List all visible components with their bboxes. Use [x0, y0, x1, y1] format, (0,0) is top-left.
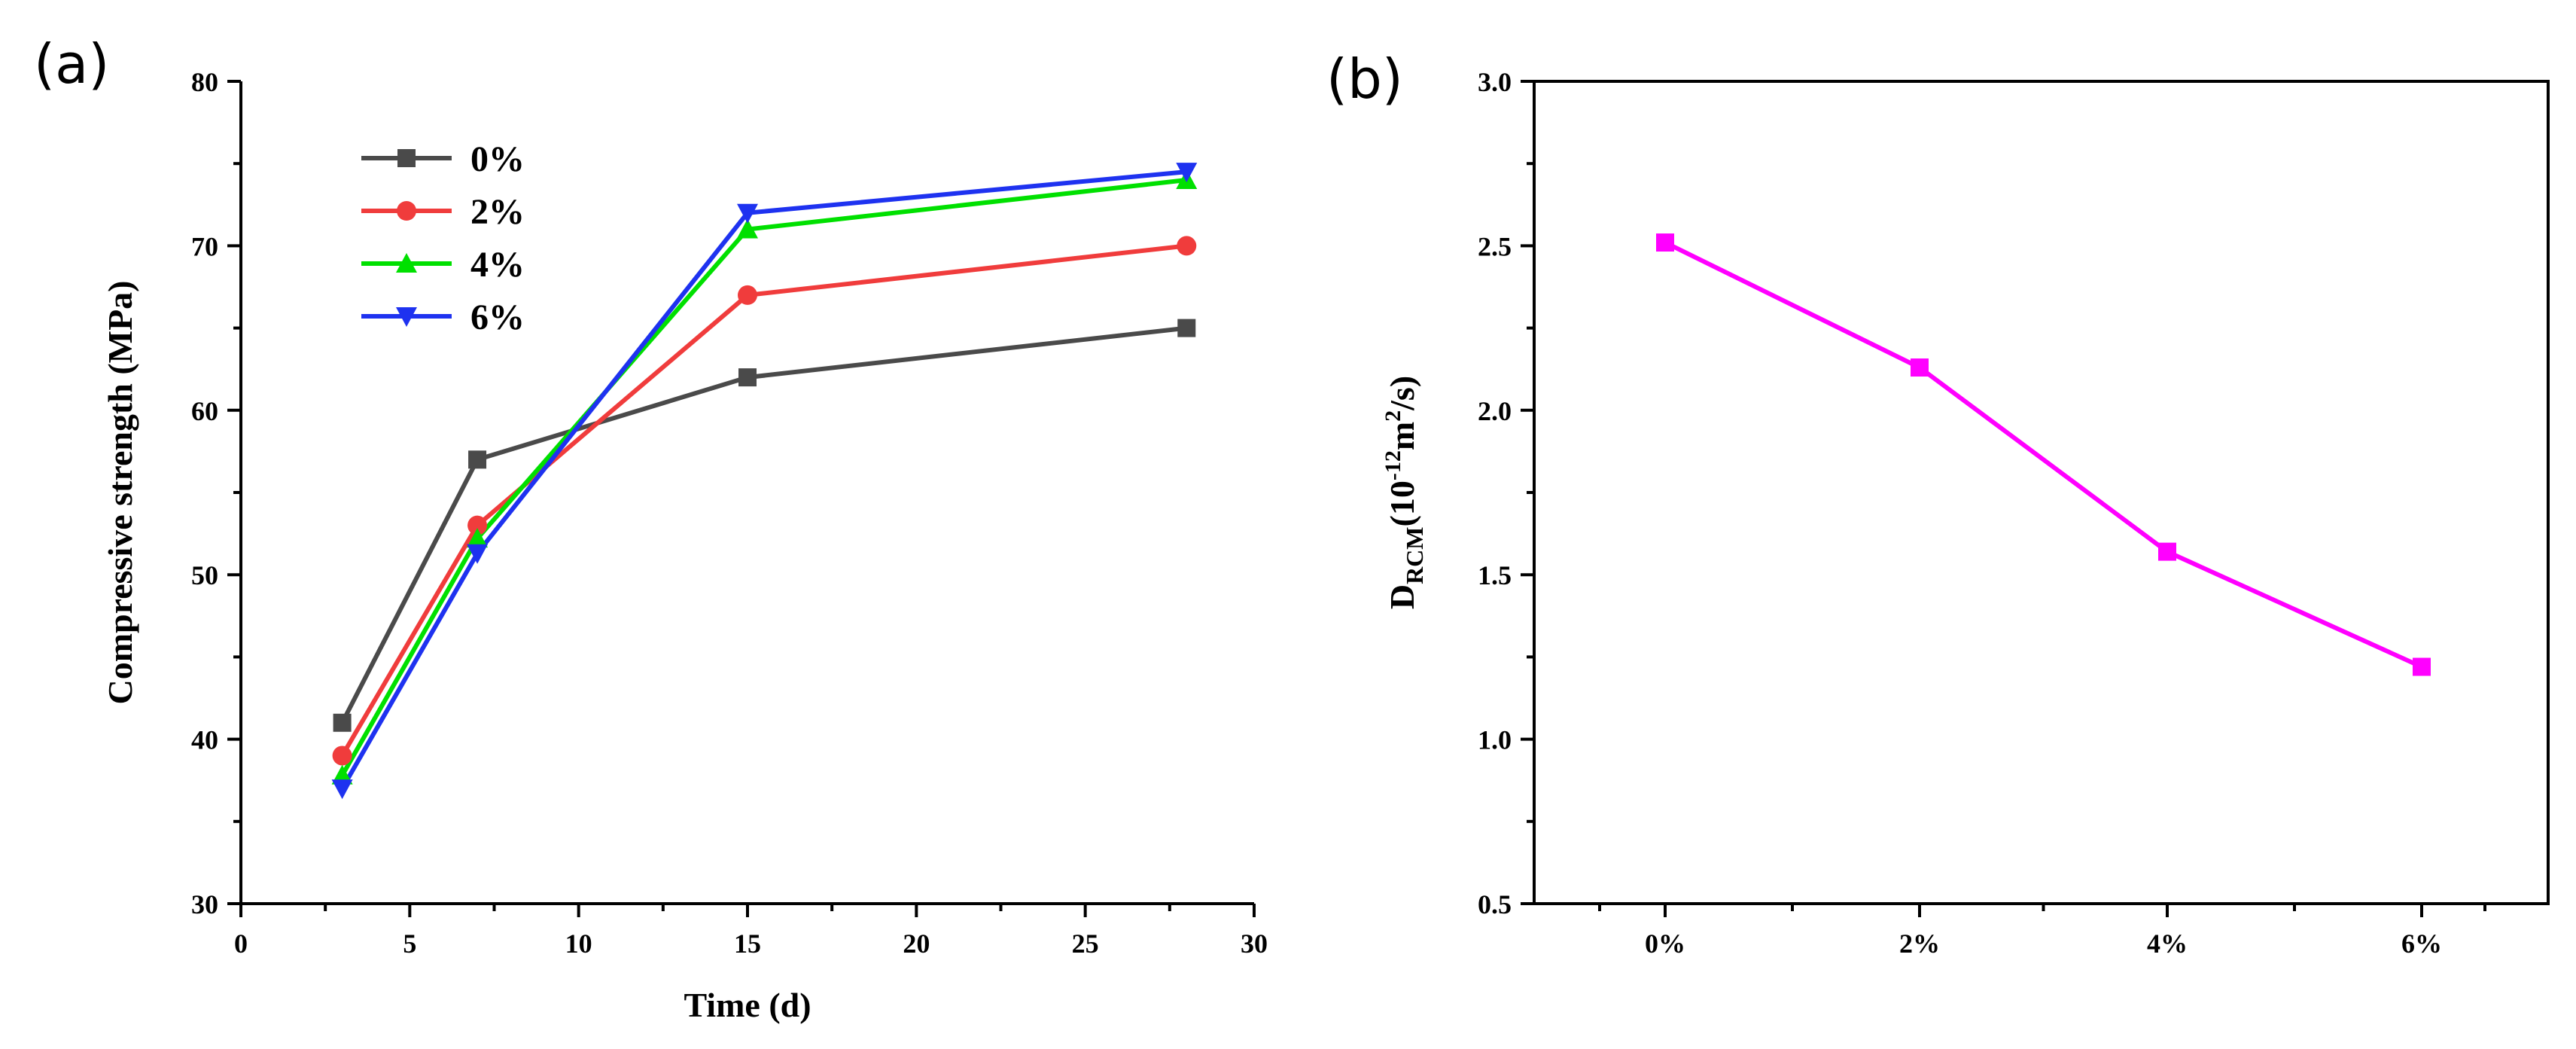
chart-a-data-point	[1177, 319, 1196, 337]
chart-a-y-tick-label: 50	[191, 560, 218, 590]
chart-b-x-tick-label: 0%	[1645, 929, 1685, 959]
chart-a-x-tick-label: 10	[565, 929, 592, 959]
chart-a-y-tick-label: 80	[191, 67, 218, 97]
chart-b-x-tick-label: 2%	[1899, 929, 1940, 959]
chart-b-data-point	[2158, 542, 2176, 561]
chart-b-ticks: 0.5 1.0 1.5 2.0 2.5 3.0 0% 2% 4% 6%	[1478, 67, 2486, 959]
panel-b-label: (b)	[1326, 47, 1403, 111]
ylabel-sub: RCM	[1401, 527, 1428, 584]
chart-a-x-tick-label: 25	[1072, 929, 1099, 959]
ylabel-open: (10	[1383, 480, 1421, 526]
ylabel-d: D	[1383, 584, 1421, 609]
chart-a-data-point	[332, 746, 352, 766]
chart-a-x-tick-label: 5	[403, 929, 416, 959]
chart-a-data-point	[737, 203, 758, 224]
chart-a-data-point	[467, 528, 489, 548]
chart-b-y-tick-label: 2.5	[1478, 231, 1512, 261]
chart-b: 0.5 1.0 1.5 2.0 2.5 3.0 0% 2% 4% 6% DRCM(10-12m2/…	[1381, 67, 2550, 959]
chart-a-series-line	[340, 243, 1187, 757]
chart-a-x-tick-label: 20	[903, 929, 930, 959]
legend-marker	[396, 253, 417, 273]
chart-b-axes	[1533, 80, 2550, 905]
chart-a-x-tick-label: 30	[1241, 929, 1268, 959]
chart-a-y-axis-title: Compressive strength (MPa)	[101, 281, 139, 705]
chart-a-series-line	[340, 169, 1187, 790]
chart-a-data-point	[738, 285, 757, 305]
chart-a: 0 5 10 15 20 25 30 30 40 50 60 70 80 0% 2% 4% 6% Time (…	[101, 67, 1268, 1024]
ylabel-exp: -12	[1381, 450, 1405, 480]
ylabel-close: /s)	[1383, 376, 1421, 411]
chart-a-data-point	[1176, 163, 1198, 183]
chart-b-series-line	[1664, 240, 2423, 669]
legend-marker	[396, 307, 417, 327]
chart-a-x-axis-title: Time (d)	[684, 986, 811, 1024]
chart-a-legend: 0% 2% 4% 6%	[361, 139, 525, 337]
chart-b-data-point	[1911, 358, 1929, 377]
chart-b-y-tick-label: 1.0	[1478, 725, 1512, 755]
chart-a-y-tick-label: 60	[191, 396, 218, 426]
chart-b-data-point	[2413, 657, 2431, 676]
chart-a-y-tick-label: 30	[191, 889, 218, 919]
chart-a-data-point	[1177, 236, 1197, 256]
chart-a-y-tick-label: 70	[191, 231, 218, 261]
legend-label: 4%	[470, 245, 525, 285]
legend-label: 0%	[470, 139, 525, 179]
chart-a-y-tick-label: 40	[191, 725, 218, 755]
chart-a-ticks: 0 5 10 15 20 25 30 30 40 50 60 70 80	[191, 67, 1268, 959]
chart-a-data-point	[467, 515, 488, 535]
chart-b-series	[1656, 233, 2431, 676]
chart-a-data-point	[738, 368, 757, 387]
chart-a-x-tick-label: 0	[234, 929, 248, 959]
chart-b-x-tick-label: 6%	[2401, 929, 2442, 959]
chart-a-data-point	[333, 713, 352, 732]
chart-b-y-tick-label: 2.0	[1478, 396, 1512, 426]
legend-marker	[397, 149, 416, 167]
chart-b-x-tick-label: 4%	[2147, 929, 2188, 959]
chart-a-data-point	[468, 450, 487, 469]
chart-a-data-point	[737, 218, 758, 239]
chart-b-y-tick-label: 3.0	[1478, 67, 1512, 97]
chart-a-data-point	[331, 779, 353, 800]
panel-a-label: (a)	[34, 32, 109, 96]
chart-b-y-tick-label: 0.5	[1478, 889, 1512, 919]
chart-a-data-point	[467, 544, 489, 564]
chart-a-x-tick-label: 15	[734, 929, 761, 959]
chart-b-data-point	[1656, 233, 1674, 252]
chart-a-series-line	[340, 325, 1187, 724]
chart-b-y-tick-label: 1.5	[1478, 560, 1512, 590]
ylabel-m-exp: 2	[1381, 410, 1405, 422]
legend-label: 6%	[470, 297, 525, 337]
ylabel-m: m	[1383, 422, 1421, 450]
legend-marker	[397, 201, 416, 221]
chart-b-frame	[1533, 80, 2550, 905]
legend-label: 2%	[470, 192, 525, 232]
chart-b-y-axis-title: DRCM(10-12m2/s)	[1381, 376, 1428, 609]
chart-a-series	[331, 163, 1198, 800]
